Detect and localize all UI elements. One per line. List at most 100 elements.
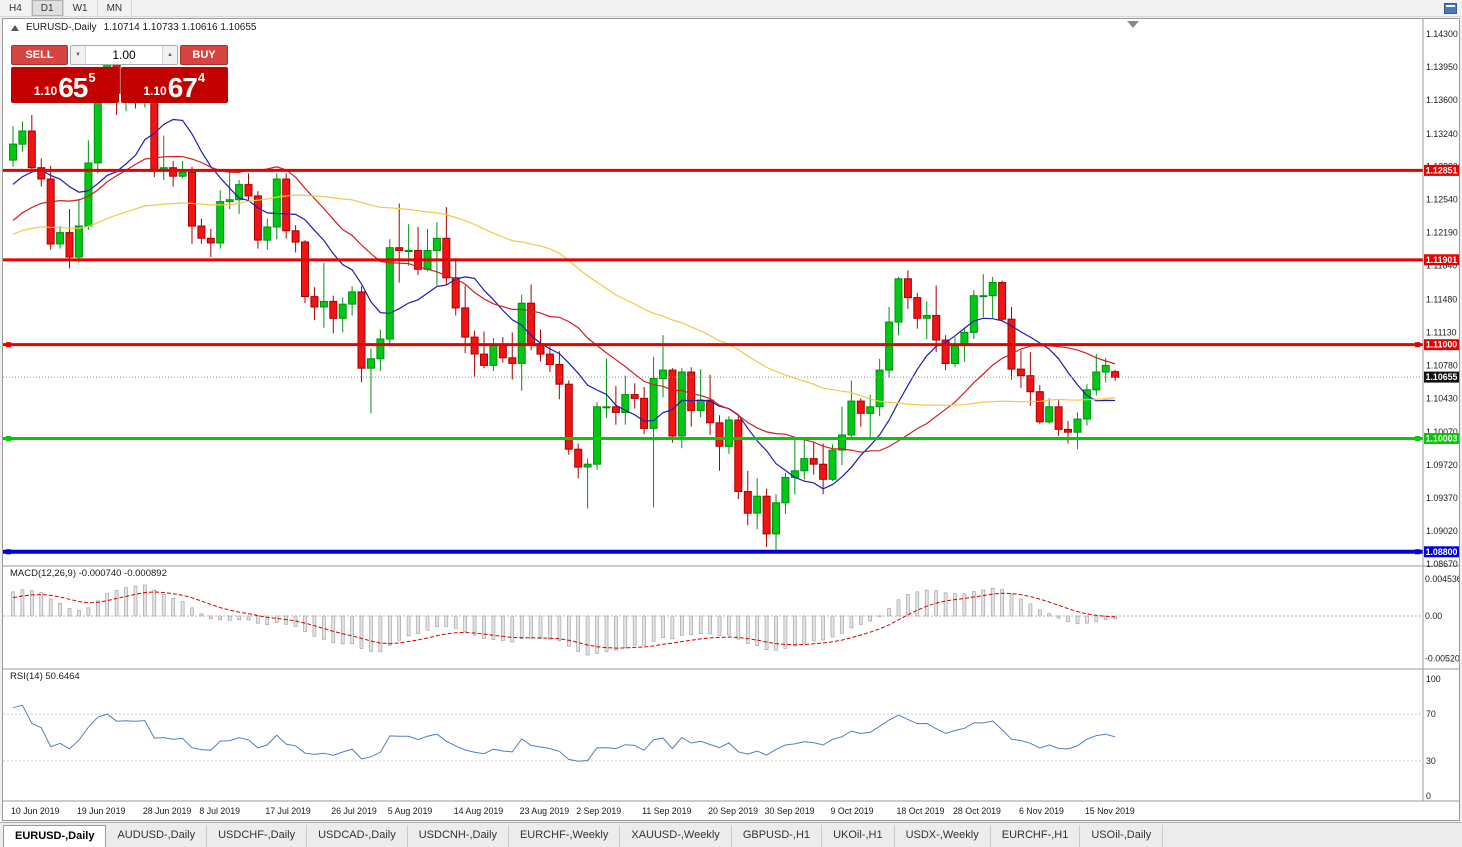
date-label: 6 Nov 2019 — [1019, 806, 1064, 816]
macd-bar — [369, 615, 373, 652]
candle-body — [753, 495, 762, 514]
price-tick-label: 1.10780 — [1426, 360, 1458, 370]
candle-body — [517, 302, 526, 364]
hline-handle[interactable] — [6, 436, 11, 442]
macd-bar — [887, 608, 891, 617]
price-axis[interactable] — [1424, 19, 1459, 801]
hline-handle[interactable] — [1415, 436, 1420, 442]
candle-body — [649, 378, 658, 429]
chart-tab-usdx-weekly[interactable]: USDX-,Weekly — [895, 825, 991, 847]
candle-body — [555, 363, 564, 385]
bid-price[interactable]: 1.10 65 5 — [11, 67, 119, 103]
macd-indicator-label: MACD(12,26,9) -0.000740 -0.000892 — [10, 568, 167, 579]
date-label: 30 Sep 2019 — [765, 806, 815, 816]
hline-handle[interactable] — [1415, 549, 1420, 555]
price-tick-label: 1.09370 — [1426, 493, 1458, 503]
window-icon[interactable] — [1444, 3, 1457, 14]
macd-bar — [237, 615, 241, 621]
chart-tab-usdcnh-daily[interactable]: USDCNH-,Daily — [408, 825, 509, 847]
macd-axis-label: -0.005205 — [1425, 653, 1459, 663]
candle-body — [583, 463, 592, 468]
buy-button[interactable]: BUY — [180, 45, 228, 65]
macd-axis-label: 0.004536 — [1425, 574, 1459, 584]
hline-handle[interactable] — [6, 342, 11, 348]
macd-bar — [717, 615, 722, 637]
chart-tab-audusd-daily[interactable]: AUDUSD-,Daily — [106, 825, 208, 847]
chart-tab-gbpusd-h1[interactable]: GBPUSD-,H1 — [732, 825, 823, 847]
macd-bar — [444, 615, 449, 627]
date-label: 28 Oct 2019 — [953, 806, 1001, 816]
chart-tab-eurchf-weekly[interactable]: EURCHF-,Weekly — [509, 825, 621, 847]
chart-tab-usdchf-daily[interactable]: USDCHF-,Daily — [207, 825, 308, 847]
macd-bar — [77, 610, 81, 617]
candle-body — [941, 339, 950, 364]
timeframe-button-w1[interactable]: W1 — [64, 0, 98, 16]
price-tick-label: 1.11130 — [1426, 327, 1457, 337]
macd-bar — [67, 608, 72, 617]
candle-body — [979, 295, 988, 298]
macd-bar — [811, 615, 816, 642]
macd-bar — [1009, 594, 1014, 617]
chart-tab-usdcad-daily[interactable]: USDCAD-,Daily — [307, 825, 408, 847]
volume-decrease-icon[interactable]: ▼ — [71, 46, 86, 64]
candle-body — [37, 167, 46, 180]
candle-body — [498, 345, 507, 359]
price-tag-label: 1.10003 — [1426, 434, 1458, 444]
timeframe-button-mn[interactable]: MN — [98, 0, 133, 16]
macd-bar — [435, 615, 439, 627]
volume-value[interactable]: 1.00 — [112, 48, 136, 62]
macd-bar — [595, 615, 599, 654]
candle-body — [564, 383, 573, 450]
candle-body — [442, 237, 451, 279]
hline-handle[interactable] — [1415, 342, 1420, 348]
candle-body — [809, 458, 818, 465]
macd-bar — [86, 607, 91, 617]
macd-bar — [661, 615, 665, 638]
chart-tab-xauusd-weekly[interactable]: XAUUSD-,Weekly — [620, 825, 732, 847]
macd-bar — [557, 615, 562, 642]
macd-bar — [416, 615, 420, 634]
macd-bar — [199, 613, 204, 617]
candle-body — [1111, 371, 1120, 378]
macd-bar — [745, 615, 750, 644]
candle-body — [677, 371, 686, 437]
one-click-toggle-icon[interactable] — [11, 24, 19, 31]
chart-tab-eurusd-daily[interactable]: EURUSD-,Daily — [3, 825, 107, 847]
hline-handle[interactable] — [6, 549, 11, 555]
macd-bar — [802, 615, 807, 644]
chart-tab-ukoil-h1[interactable]: UKOil-,H1 — [822, 825, 895, 847]
ask-price[interactable]: 1.10 67 4 — [120, 67, 228, 103]
macd-bar — [519, 615, 524, 639]
macd-bar — [971, 591, 976, 617]
candle-body — [272, 178, 281, 228]
sell-button[interactable]: SELL — [11, 45, 68, 65]
rsi-line — [12, 704, 1116, 762]
macd-bar — [303, 615, 307, 632]
macd-bar — [576, 615, 581, 652]
timeframe-button-d1[interactable]: D1 — [31, 0, 64, 16]
price-tick-label: 1.13950 — [1426, 62, 1458, 72]
time-axis[interactable] — [3, 802, 1423, 820]
chart-tab-eurchf-h1[interactable]: EURCHF-,H1 — [991, 825, 1081, 847]
price-tag — [1424, 433, 1459, 444]
candle-body — [611, 406, 620, 413]
macd-bar — [463, 615, 468, 632]
candle-body — [724, 419, 733, 447]
timeframe-button-h4[interactable]: H4 — [0, 0, 32, 16]
macd-bar — [849, 615, 854, 629]
macd-bar — [783, 615, 788, 649]
candle-body — [875, 369, 884, 408]
candle-body — [376, 338, 385, 360]
price-tag-label: 1.10655 — [1426, 372, 1458, 382]
candle-body — [574, 448, 583, 468]
candle-body — [640, 397, 649, 429]
volume-increase-icon[interactable]: ▲ — [162, 46, 177, 64]
macd-bar — [698, 615, 703, 634]
chart-canvas[interactable]: 1.143001.139501.136001.132401.128901.125… — [3, 19, 1459, 820]
candle-body — [197, 225, 206, 239]
candle-body — [1035, 391, 1044, 423]
macd-bar — [623, 615, 628, 648]
rsi-axis-label: 0 — [1426, 791, 1431, 801]
candle-body — [1045, 406, 1054, 423]
chart-tab-usoil-daily[interactable]: USOil-,Daily — [1080, 825, 1164, 847]
